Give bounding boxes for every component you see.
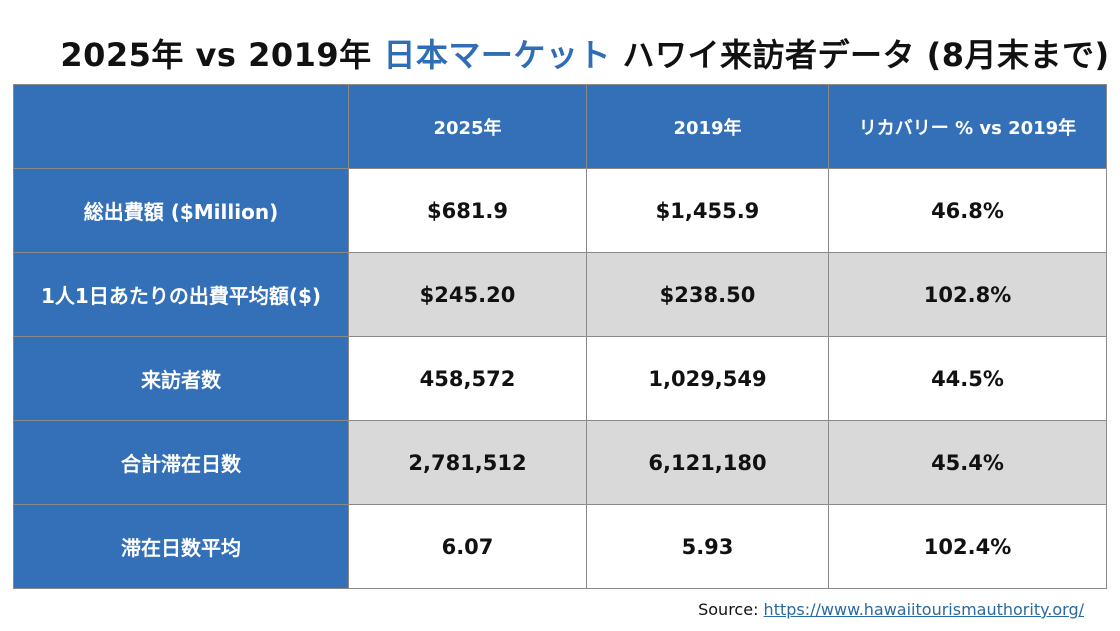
table-cell: 102.4% (828, 504, 1107, 589)
table-cell: $245.20 (348, 252, 587, 337)
row-label-total-spending: 総出費額 ($Million) (13, 168, 349, 253)
table-row: 総出費額 ($Million) $681.9 $1,455.9 46.8% (13, 168, 1107, 253)
visitor-data-table: 2025年 2019年 リカバリー % vs 2019年 総出費額 ($Mill… (13, 84, 1107, 589)
row-label-average-stay: 滞在日数平均 (13, 504, 349, 589)
table-cell: $238.50 (586, 252, 829, 337)
source-note: Source: https://www.hawaiitourismauthori… (698, 600, 1084, 619)
table-row: 来訪者数 458,572 1,029,549 44.5% (13, 336, 1107, 421)
table-cell: 458,572 (348, 336, 587, 421)
table-cell: 45.4% (828, 420, 1107, 505)
title-suffix: ハワイ来訪者データ (8月末まで) (610, 36, 1110, 74)
table-cell: $1,455.9 (586, 168, 829, 253)
table-cell: 44.5% (828, 336, 1107, 421)
title-prefix: 2025年 vs 2019年 (60, 36, 384, 74)
header-cell-2025: 2025年 (348, 84, 587, 169)
table-cell: 6.07 (348, 504, 587, 589)
header-cell-empty (13, 84, 349, 169)
table-cell: 102.8% (828, 252, 1107, 337)
table-cell: 2,781,512 (348, 420, 587, 505)
table-cell: 1,029,549 (586, 336, 829, 421)
row-label-daily-spending: 1人1日あたりの出費平均額($) (13, 252, 349, 337)
table-header-row: 2025年 2019年 リカバリー % vs 2019年 (13, 84, 1107, 169)
table-cell: 6,121,180 (586, 420, 829, 505)
source-link[interactable]: https://www.hawaiitourismauthority.org/ (763, 600, 1084, 619)
row-label-visitors: 来訪者数 (13, 336, 349, 421)
row-label-total-days: 合計滞在日数 (13, 420, 349, 505)
table-cell: $681.9 (348, 168, 587, 253)
table-row: 合計滞在日数 2,781,512 6,121,180 45.4% (13, 420, 1107, 505)
source-label: Source: (698, 600, 764, 619)
table-row: 1人1日あたりの出費平均額($) $245.20 $238.50 102.8% (13, 252, 1107, 337)
table-cell: 5.93 (586, 504, 829, 589)
header-cell-recovery: リカバリー % vs 2019年 (828, 84, 1107, 169)
table-row: 滞在日数平均 6.07 5.93 102.4% (13, 504, 1107, 589)
page-title: 2025年 vs 2019年 日本マーケット ハワイ来訪者データ (8月末まで) (0, 30, 1120, 76)
table-cell: 46.8% (828, 168, 1107, 253)
header-cell-2019: 2019年 (586, 84, 829, 169)
title-highlight: 日本マーケット (383, 36, 611, 74)
